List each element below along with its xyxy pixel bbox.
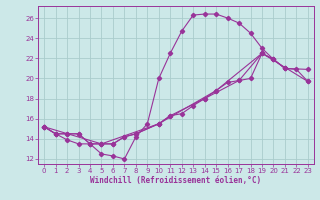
X-axis label: Windchill (Refroidissement éolien,°C): Windchill (Refroidissement éolien,°C) xyxy=(91,176,261,185)
